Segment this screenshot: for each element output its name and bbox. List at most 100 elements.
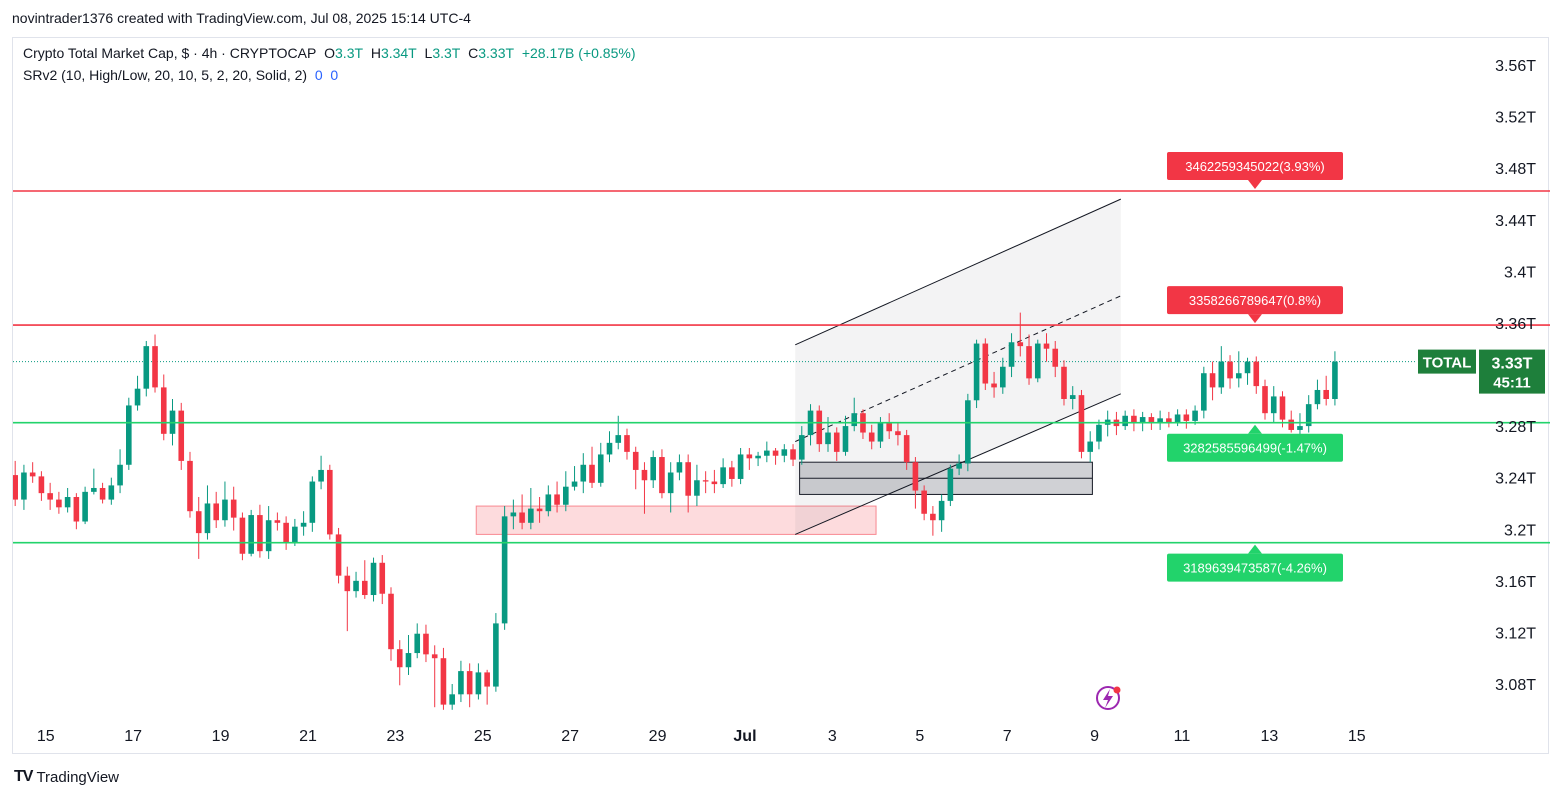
- candle-body: [1279, 396, 1286, 420]
- candle-body: [1166, 418, 1172, 423]
- candle-body: [388, 593, 394, 650]
- x-tick-label: Jul: [733, 728, 756, 745]
- demand-zone: [475, 505, 877, 535]
- price-badge-price: 3.33T: [1492, 356, 1533, 373]
- y-tick-label: 3.44T: [1495, 213, 1536, 230]
- candle-body: [1305, 404, 1312, 427]
- candle-body: [571, 481, 578, 487]
- level-label-text: 3358266789647(0.8%): [1189, 293, 1321, 308]
- candle-body: [1000, 366, 1006, 388]
- candle-body: [842, 426, 849, 452]
- x-tick-label: 23: [386, 728, 404, 745]
- candle-body: [21, 472, 27, 500]
- candle-body: [379, 562, 386, 594]
- resistance-level-label: 3358266789647(0.8%): [1167, 286, 1343, 324]
- indicator-value-2: 0: [330, 67, 339, 83]
- candle-body: [650, 457, 657, 481]
- x-tick-label: 27: [561, 728, 579, 745]
- candle-body: [580, 464, 587, 482]
- tradingview-logo-icon: TV: [14, 768, 33, 785]
- candle-body: [825, 432, 831, 445]
- candle-body: [335, 534, 342, 576]
- candle-body: [29, 472, 36, 477]
- candle-body: [921, 490, 927, 514]
- indicator-value-1: 0: [314, 67, 323, 83]
- candle-body: [781, 449, 788, 456]
- footer-brand[interactable]: TV TradingView: [14, 768, 119, 786]
- candle-body: [1270, 396, 1277, 414]
- candle-body: [1008, 342, 1015, 367]
- symbol-legend[interactable]: Crypto Total Market Cap, $ · 4h · CRYPTO…: [23, 45, 635, 61]
- candle-body: [833, 432, 840, 452]
- candle-body: [702, 480, 709, 482]
- candle-body: [720, 467, 726, 485]
- candle-body: [930, 513, 936, 521]
- candle-body: [73, 497, 80, 522]
- candle-body: [56, 499, 62, 508]
- indicator-legend[interactable]: SRv2 (10, High/Low, 20, 10, 5, 2, 20, So…: [23, 67, 338, 83]
- candle-body: [222, 499, 228, 521]
- support-level-label: 3189639473587(-4.26%): [1167, 544, 1343, 582]
- y-tick-label: 3.36T: [1495, 316, 1536, 333]
- candle-body: [965, 400, 971, 464]
- open-label: O: [324, 45, 336, 61]
- x-tick-label: 29: [649, 728, 667, 745]
- candle-body: [641, 469, 648, 481]
- candle-body: [528, 508, 534, 523]
- candle-body: [47, 493, 53, 500]
- y-tick-label: 3.12T: [1495, 625, 1536, 642]
- candle-body: [1017, 342, 1024, 347]
- candle-body: [1087, 441, 1094, 452]
- candle-body: [414, 633, 421, 654]
- candle-body: [711, 481, 718, 485]
- high-value: 3.34T: [380, 45, 417, 61]
- chart-frame: [12, 37, 1549, 754]
- candle-body: [353, 580, 359, 592]
- level-label-box: [1167, 286, 1343, 315]
- candle-body: [519, 512, 525, 523]
- candle-body: [685, 462, 691, 496]
- candle-body: [1034, 343, 1041, 379]
- candle-body: [239, 517, 246, 554]
- candle-body: [309, 481, 316, 523]
- level-label-box: [1167, 151, 1343, 180]
- candle-body: [274, 520, 281, 523]
- candle-body: [405, 653, 412, 668]
- candle-body: [851, 413, 858, 427]
- low-value: 3.3T: [432, 45, 461, 61]
- candle-body: [1174, 414, 1181, 423]
- candle-body: [737, 454, 744, 479]
- candle-body: [536, 508, 543, 512]
- candle-body: [265, 520, 272, 552]
- candle-body: [484, 672, 490, 687]
- channel-upper-line: [795, 198, 1121, 346]
- candle-body: [248, 515, 254, 554]
- candle-body: [143, 346, 150, 389]
- candle-body: [764, 450, 770, 456]
- y-tick-label: 3.4T: [1504, 264, 1536, 281]
- candle-body: [1183, 414, 1190, 421]
- close-value: 3.33T: [478, 45, 515, 61]
- x-tick-label: 5: [915, 728, 924, 745]
- candle-body: [816, 410, 823, 445]
- candle-body: [1069, 395, 1076, 400]
- level-label-text: 3282585596499(-1.47%): [1183, 441, 1327, 456]
- candle-body: [886, 423, 892, 432]
- candle-body: [440, 658, 447, 705]
- x-tick-label: 9: [1090, 728, 1099, 745]
- candle-body: [431, 654, 438, 659]
- candle-body: [38, 476, 45, 494]
- candle-body: [1192, 410, 1198, 421]
- candle-body: [187, 460, 193, 512]
- candle-body: [13, 475, 18, 500]
- candle-body: [361, 580, 368, 596]
- candle-body: [903, 435, 910, 463]
- candle-body: [117, 464, 123, 486]
- lightning-icon[interactable]: [1096, 686, 1121, 710]
- candle-body: [160, 387, 167, 434]
- attribution-text: novintrader1376 created with TradingView…: [12, 10, 471, 26]
- candle-body: [510, 512, 517, 517]
- candle-body: [1314, 389, 1321, 405]
- y-tick-label: 3.2T: [1504, 522, 1536, 539]
